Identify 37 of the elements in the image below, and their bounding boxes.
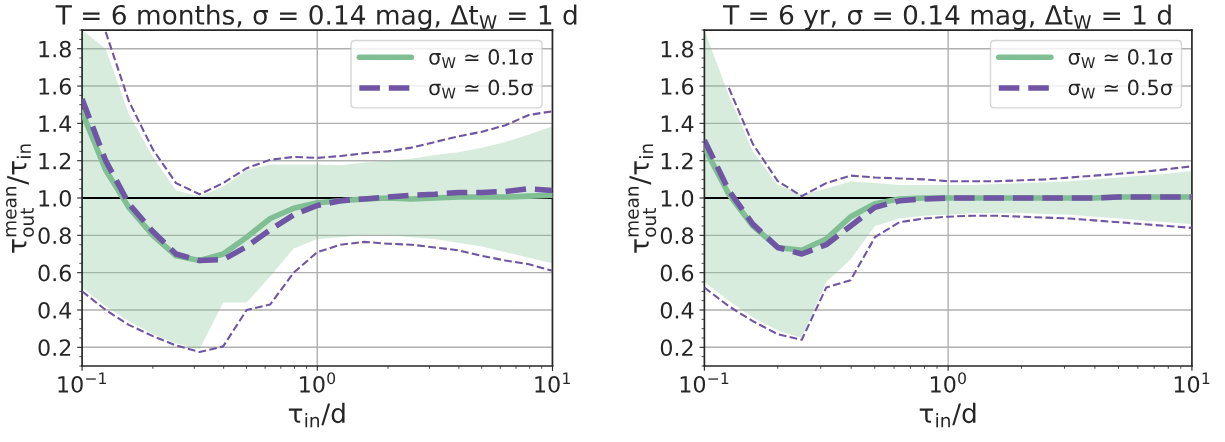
line-series (104, 30, 553, 196)
y-tick-label: 1.6 (39, 77, 71, 95)
legend-label: σ$_{W}$ ≃ 0.1σ (1068, 49, 1173, 68)
y-tick-label: 1.4 (661, 115, 694, 132)
y-tick-label: 0.8 (38, 227, 71, 245)
y-tick-label: 1.6 (661, 77, 694, 95)
y-tick-label: 0.4 (38, 301, 72, 319)
text: τ$^{mean}$$_{out}$/τ$_{in}$ (628, 144, 657, 253)
legend-label: σ$_{W}$ ≃ 0.1σ (429, 49, 533, 68)
x-tick-label: 10$^{−1}$ (680, 372, 729, 393)
x-axis-title: τ$_{in}$/d (919, 402, 976, 428)
y-tick-label: 1.8 (661, 40, 694, 58)
legend-label: σ$_{W}$ ≃ 0.5σ (429, 79, 533, 99)
y-tick-label: 1.2 (661, 152, 693, 170)
y-tick-label: 1.0 (661, 189, 694, 207)
x-tick-label: 10$^{0}$ (931, 372, 966, 393)
x-tick-label: 10$^{−1}$ (58, 372, 106, 393)
x-tick-label: 10$^{1}$ (1174, 372, 1210, 393)
y-tick-label: 0.6 (660, 264, 694, 282)
y-tick-label: 0.6 (38, 264, 71, 282)
x-tick-label: 10$^{1}$ (535, 372, 570, 393)
line-series (82, 240, 553, 354)
y-tick-label: 1.2 (39, 152, 71, 170)
y-tick-label: 0.2 (660, 339, 693, 357)
y-tick-label: 1.4 (39, 115, 72, 132)
x-tick-label: 10$^{0}$ (300, 372, 336, 393)
chart-title: T = 6 yr, σ = 0.14 mag, Δt$_{W}$ = 1 d (722, 4, 1171, 30)
chart-title: T = 6 months, σ = 0.14 mag, Δt$_{W}$ = 1 d (55, 4, 577, 30)
y-tick-label: 0.4 (660, 301, 694, 319)
y-tick-label: 0.2 (38, 339, 71, 357)
y-tick-label: 0.8 (660, 227, 694, 245)
y-tick-label: 1.8 (39, 40, 71, 58)
text: τ$^{mean}$$_{out}$/τ$_{in}$ (6, 144, 34, 253)
x-axis-title: τ$_{in}$/d (288, 402, 345, 428)
line-series (704, 214, 1192, 341)
y-tick-label: 1.0 (39, 189, 71, 207)
legend-label: σ$_{W}$ ≃ 0.5σ (1068, 79, 1173, 99)
